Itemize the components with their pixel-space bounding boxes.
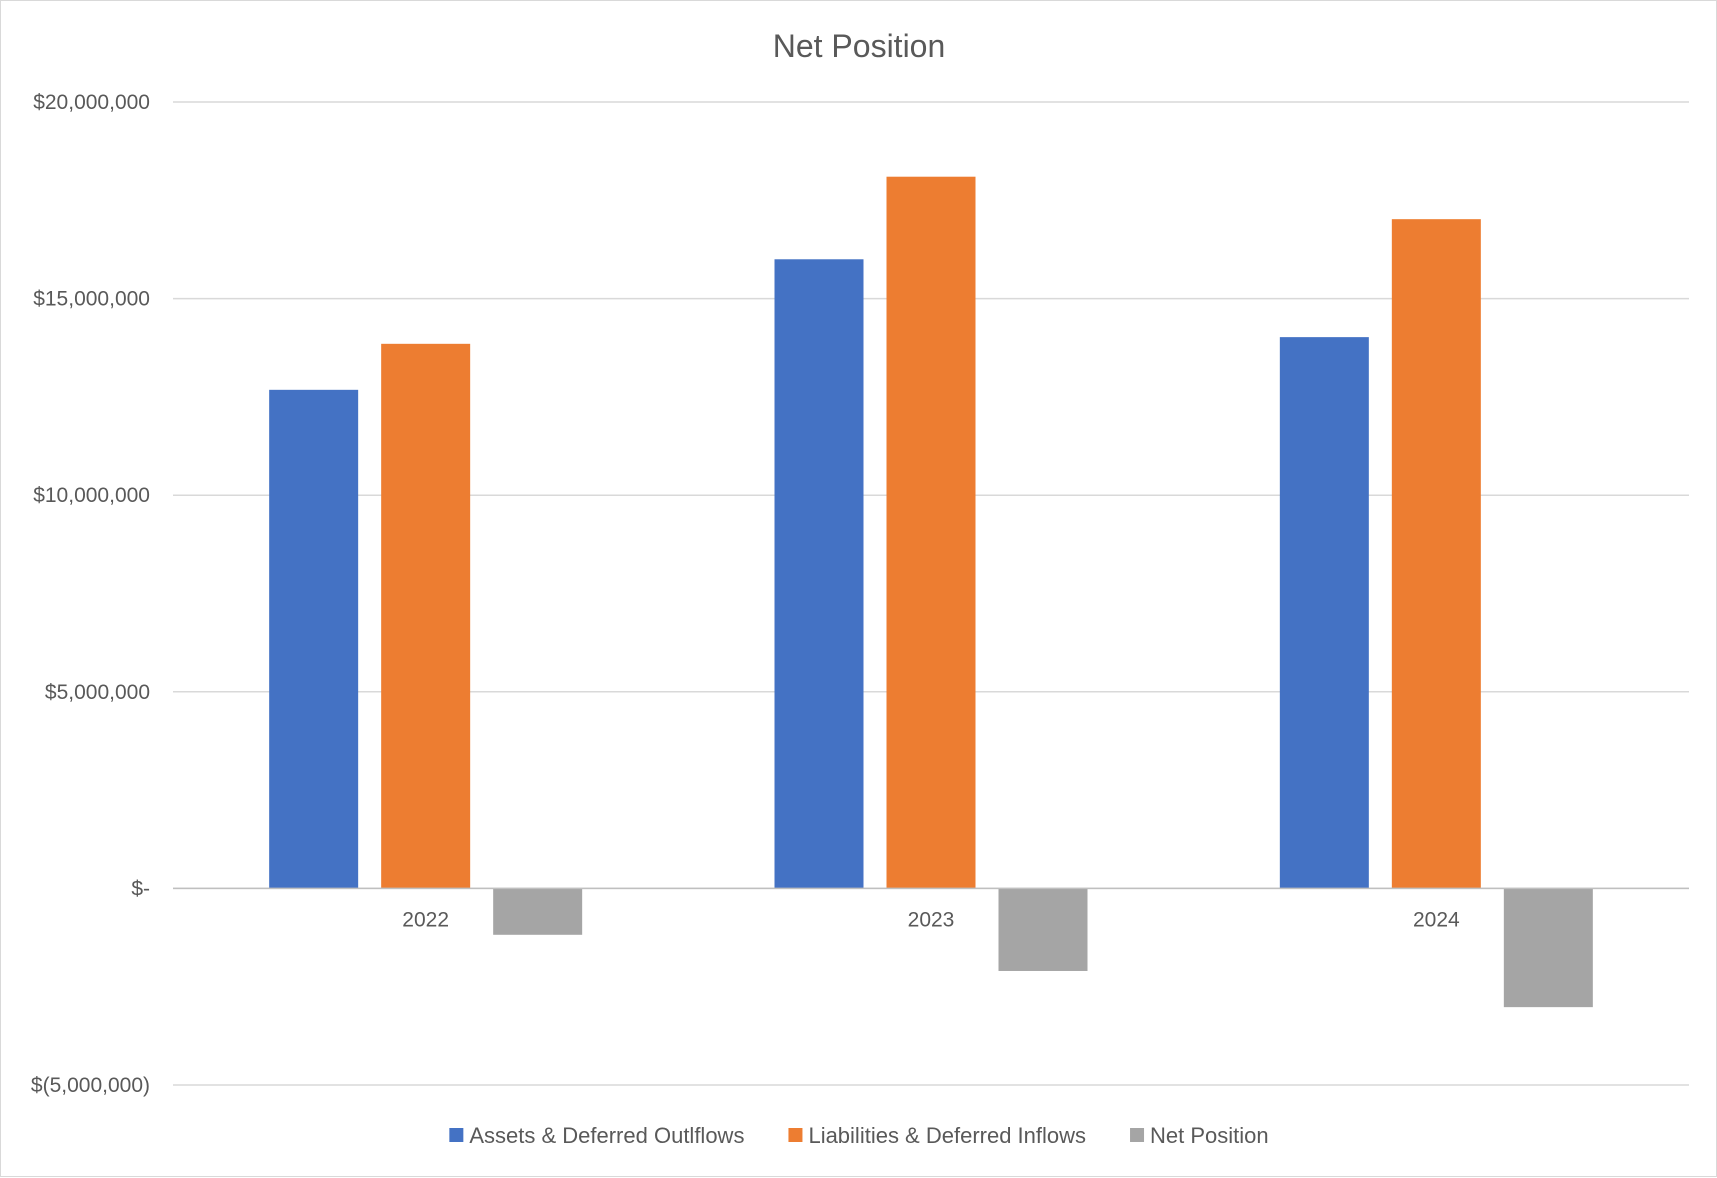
- y-tick-label: $20,000,000: [33, 91, 150, 114]
- bar-liabilities-deferred-inflows-2022: [381, 343, 471, 889]
- y-tick-label: $10,000,000: [33, 484, 150, 507]
- legend-label: Liabilities & Deferred Inflows: [808, 1123, 1086, 1148]
- legend-item-liabilities-deferred-inflows: Liabilities & Deferred Inflows: [788, 1123, 1086, 1148]
- bar-assets-deferred-outlflows-2024: [1279, 337, 1369, 889]
- legend-label: Assets & Deferred Outlflows: [469, 1123, 744, 1148]
- bar-liabilities-deferred-inflows-2024: [1391, 219, 1481, 889]
- x-tick-label: 2022: [402, 908, 449, 931]
- legend-swatch: [449, 1128, 464, 1142]
- bar-net-position-2022: [493, 888, 583, 935]
- x-tick-label: 2024: [1413, 908, 1460, 931]
- legend-item-net-position: Net Position: [1130, 1123, 1269, 1148]
- bars: [269, 176, 1593, 1008]
- legend: Assets & Deferred Outlflows Liabilities &…: [449, 1123, 1269, 1148]
- y-tick-label: $15,000,000: [33, 288, 150, 311]
- bar-assets-deferred-outlflows-2023: [774, 259, 864, 889]
- chart-title: Net Position: [773, 28, 946, 64]
- legend-item-assets-deferred-outlflows: Assets & Deferred Outlflows: [449, 1123, 744, 1148]
- bar-net-position-2023: [998, 888, 1088, 971]
- y-tick-label: $-: [131, 877, 150, 900]
- y-tick-label: $5,000,000: [45, 681, 150, 704]
- legend-swatch: [788, 1128, 803, 1142]
- bar-assets-deferred-outlflows-2022: [269, 389, 359, 889]
- bar-net-position-2024: [1503, 888, 1593, 1008]
- legend-label: Net Position: [1150, 1123, 1269, 1148]
- axes: $20,000,000 $15,000,000 $10,000,000 $5,000,…: [31, 91, 1689, 1097]
- legend-swatch: [1130, 1128, 1145, 1142]
- y-tick-label: $(5,000,000): [31, 1074, 150, 1097]
- x-tick-label: 2023: [908, 908, 955, 931]
- bar-liabilities-deferred-inflows-2023: [886, 176, 976, 889]
